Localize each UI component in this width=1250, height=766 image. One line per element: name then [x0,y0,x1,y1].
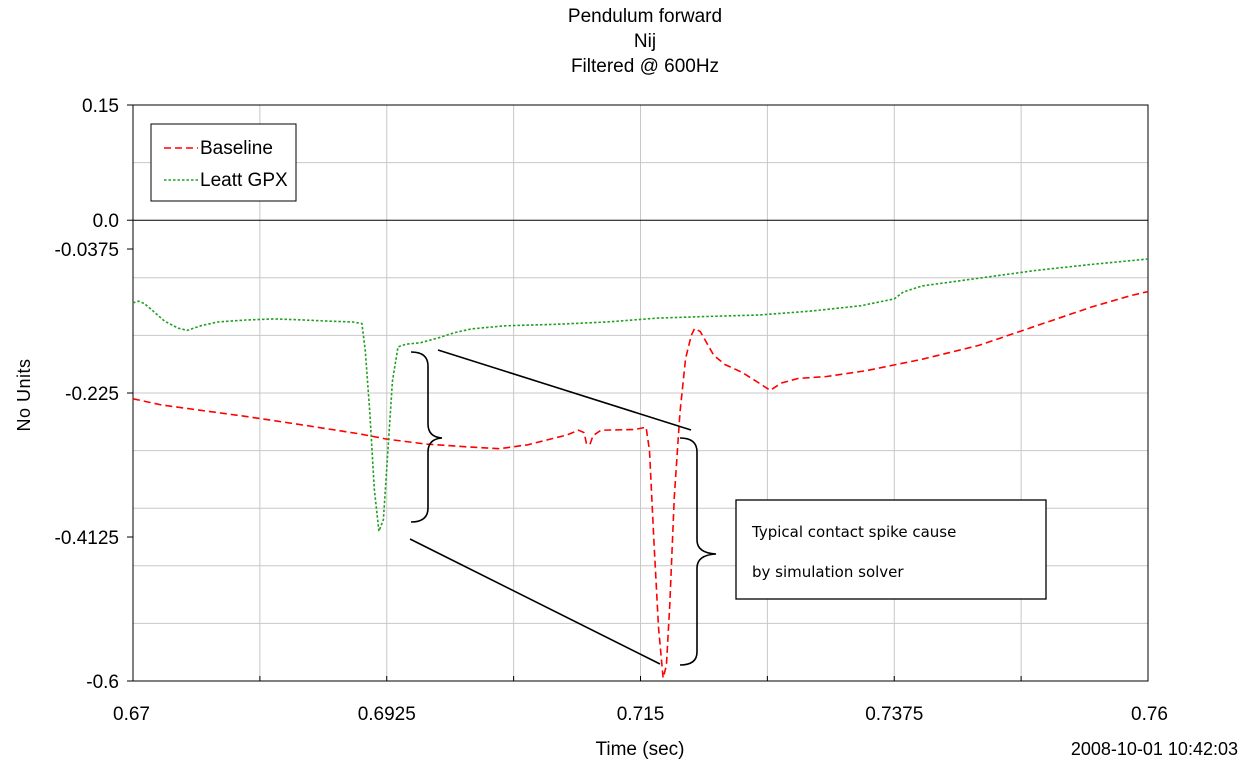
x-tick-labels: 0.67 0.6925 0.715 0.7375 0.76 [113,704,1168,725]
annotation-line-1: Typical contact spike cause [751,523,956,541]
y-tick-label: -0.225 [65,384,119,405]
right-brace [679,437,717,666]
x-axis-label: Time (sec) [595,739,684,760]
y-tick-label: 0.15 [82,96,119,117]
y-tick-label: -0.6 [86,672,119,693]
legend: Baseline Leatt GPX [150,123,297,202]
x-tick-label: 0.76 [1131,704,1168,725]
chart-subtitle-filter: Filtered @ 600Hz [571,56,719,77]
series-line-leatt-gpx [132,258,1149,532]
y-axis-label: No Units [14,358,34,431]
chart-title: Pendulum forward [568,6,722,27]
connector-line-top [437,349,692,431]
legend-label-baseline: Baseline [200,138,273,159]
annotation [409,349,1047,666]
axis-ticks [127,104,1022,682]
connector-line-bottom [409,538,661,665]
legend-box [150,123,297,202]
x-tick-label: 0.67 [113,704,150,725]
x-tick-label: 0.715 [617,704,665,725]
chart-subtitle: Nij [634,31,656,52]
left-brace [410,351,443,523]
annotation-box [735,499,1047,600]
y-tick-label: 0.0 [93,211,119,232]
y-tick-labels: 0.15 0.0 -0.0375 -0.225 -0.4125 -0.6 [55,96,119,693]
annotation-line-2: by simulation solver [752,563,904,581]
x-tick-label: 0.6925 [358,704,416,725]
timestamp: 2008-10-01 10:42:03 [1071,739,1238,759]
series-lines [132,258,1149,679]
y-tick-label: -0.0375 [55,240,119,261]
series-line-baseline [132,290,1149,679]
legend-label-leatt: Leatt GPX [200,170,288,191]
x-tick-label: 0.7375 [865,704,923,725]
y-tick-label: -0.4125 [55,528,119,549]
